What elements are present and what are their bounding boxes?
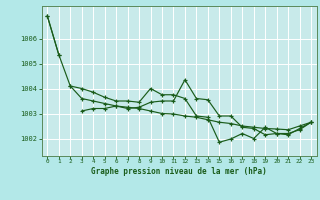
X-axis label: Graphe pression niveau de la mer (hPa): Graphe pression niveau de la mer (hPa)	[91, 167, 267, 176]
